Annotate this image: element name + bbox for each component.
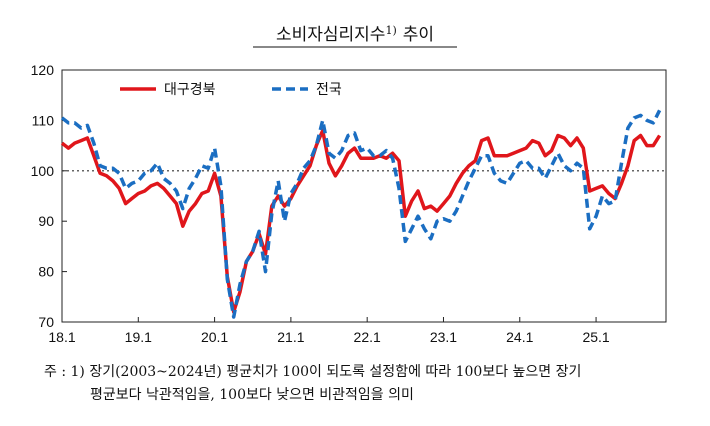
y-tick-label: 100: [31, 163, 55, 179]
series-line: [60, 109, 662, 319]
chart-title: 소비자심리지수1) 추이: [276, 24, 434, 45]
x-tick-label: 24.1: [506, 329, 533, 345]
title-note-mark: 1): [385, 24, 396, 37]
x-tick-label: 21.1: [277, 329, 304, 345]
x-tick-label: 25.1: [582, 329, 609, 345]
y-tick-label: 90: [38, 213, 54, 229]
y-tick-label: 80: [38, 264, 54, 280]
series-line: [60, 128, 662, 314]
y-tick-label: 110: [32, 112, 55, 128]
title-suffix: 추이: [403, 25, 434, 45]
x-tick-label: 19.1: [125, 329, 152, 345]
plot-frame: [61, 69, 667, 323]
x-tick-label: 23.1: [430, 329, 457, 345]
y-tick-label: 70: [38, 314, 54, 330]
y-tick-label: 120: [31, 62, 55, 78]
legend-label: 대구경북: [164, 82, 216, 98]
x-tick-label: 18.1: [48, 329, 75, 345]
title-main: 소비자심리지수: [276, 25, 385, 45]
legend-label: 전국: [316, 82, 342, 98]
x-tick-label: 22.1: [354, 329, 381, 345]
x-tick-label: 20.1: [201, 329, 228, 345]
note-line: 주 : 1) 장기(2003~2024년) 평균치가 100이 되도록 설정함에…: [44, 364, 581, 380]
note-line: 평균보다 낙관적임을, 100보다 낮으면 비관적임을 의미: [90, 387, 414, 403]
